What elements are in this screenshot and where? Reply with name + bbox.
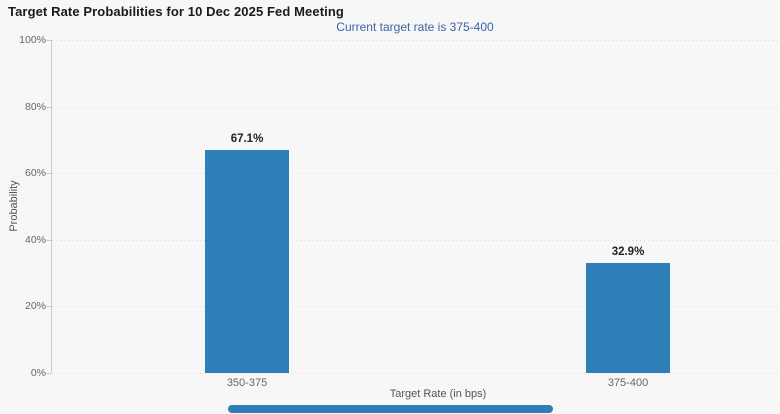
y-axis-tick — [46, 240, 51, 241]
probability-bar[interactable] — [205, 150, 289, 373]
x-tick-label: 375-400 — [607, 377, 649, 389]
bar-value-label: 32.9% — [611, 246, 645, 258]
x-tick-label: 350-375 — [226, 377, 268, 389]
y-tick-label: 40% — [24, 234, 46, 246]
y-gridline — [52, 40, 778, 41]
y-gridline — [52, 173, 778, 174]
y-tick-label: 0% — [30, 367, 46, 379]
y-gridline — [52, 107, 778, 108]
y-tick-label: 20% — [24, 300, 46, 312]
probability-bar[interactable] — [586, 263, 670, 373]
y-tick-label: 80% — [24, 101, 46, 113]
y-axis-tick — [46, 373, 51, 374]
y-axis-tick — [46, 40, 51, 41]
horizontal-scrollbar-thumb[interactable] — [228, 405, 553, 413]
y-tick-label: 100% — [19, 34, 46, 46]
y-axis-title: Probability — [8, 180, 20, 232]
bar-value-label: 67.1% — [230, 133, 264, 145]
y-gridline — [52, 306, 778, 307]
x-axis-title: Target Rate (in bps) — [389, 388, 487, 400]
chart-title: Target Rate Probabilities for 10 Dec 202… — [8, 4, 344, 19]
y-gridline — [52, 240, 778, 241]
y-axis-tick — [46, 173, 51, 174]
chart-subtitle: Current target rate is 375-400 — [336, 20, 494, 34]
y-axis-tick — [46, 107, 51, 108]
y-gridline — [52, 373, 778, 374]
y-axis-tick — [46, 306, 51, 307]
y-tick-label: 60% — [24, 167, 46, 179]
y-axis-line — [51, 40, 52, 373]
